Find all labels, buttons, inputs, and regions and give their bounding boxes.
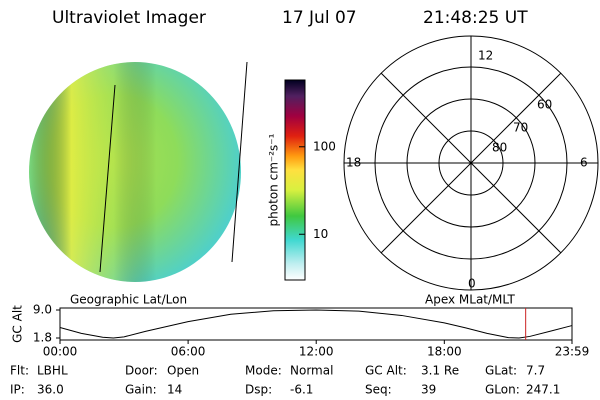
field-value: 14 [167, 383, 182, 397]
field-label: Gain: [125, 383, 157, 397]
field-value: 39 [421, 383, 436, 397]
y-tick-label: 1.8 [33, 331, 52, 345]
field-label: IP: [10, 383, 25, 397]
date: 17 Jul 07 [282, 8, 357, 28]
x-tick-label: 12:00 [299, 345, 334, 359]
field-label: Flt: [10, 364, 29, 378]
field-value: LBHL [37, 364, 68, 378]
x-tick-label: 18:00 [427, 345, 462, 359]
field-value: -6.1 [290, 383, 313, 397]
x-tick-label: 00:00 [43, 345, 78, 359]
lat-label: 70 [513, 121, 528, 135]
panel-label: Apex MLat/MLT [425, 293, 515, 307]
field-label: GLon: [485, 383, 520, 397]
colorbar [284, 79, 306, 281]
mlt-label: 0 [468, 277, 476, 291]
field-value: 36.0 [37, 383, 64, 397]
field-label: GC Alt: [365, 364, 407, 378]
polar-grid [343, 35, 599, 291]
altitude-line [59, 309, 573, 339]
x-tick-label: 06:00 [171, 345, 206, 359]
y-axis-label: GC Alt [11, 305, 25, 343]
field-label: Door: [125, 364, 158, 378]
mlt-label: 18 [346, 156, 361, 170]
field-value: Normal [290, 364, 333, 378]
colorbar-label: photon cm⁻²s⁻¹ [267, 133, 281, 226]
field-label: Mode: [245, 364, 282, 378]
colorbar-tick-label: 10 [313, 227, 328, 241]
mlt-label: 6 [580, 156, 588, 170]
panel-label: Geographic Lat/Lon [70, 293, 187, 307]
field-value: 7.7 [526, 364, 545, 378]
field-label: Seq: [365, 383, 392, 397]
uv-image [29, 61, 248, 282]
title: Ultraviolet Imager [52, 8, 206, 28]
y-tick-label: 9.0 [33, 303, 52, 317]
field-label: GLat: [485, 364, 517, 378]
field-label: Dsp: [245, 383, 272, 397]
lat-label: 60 [537, 98, 552, 112]
field-value: 3.1 Re [421, 364, 459, 378]
mlt-label: 12 [478, 49, 493, 63]
x-tick-label: 23:59 [555, 345, 590, 359]
field-value: Open [167, 364, 199, 378]
time: 21:48:25 UT [423, 8, 528, 28]
colorbar-tick-label: 100 [313, 139, 336, 153]
field-value: 247.1 [526, 383, 560, 397]
lat-label: 80 [492, 141, 507, 155]
